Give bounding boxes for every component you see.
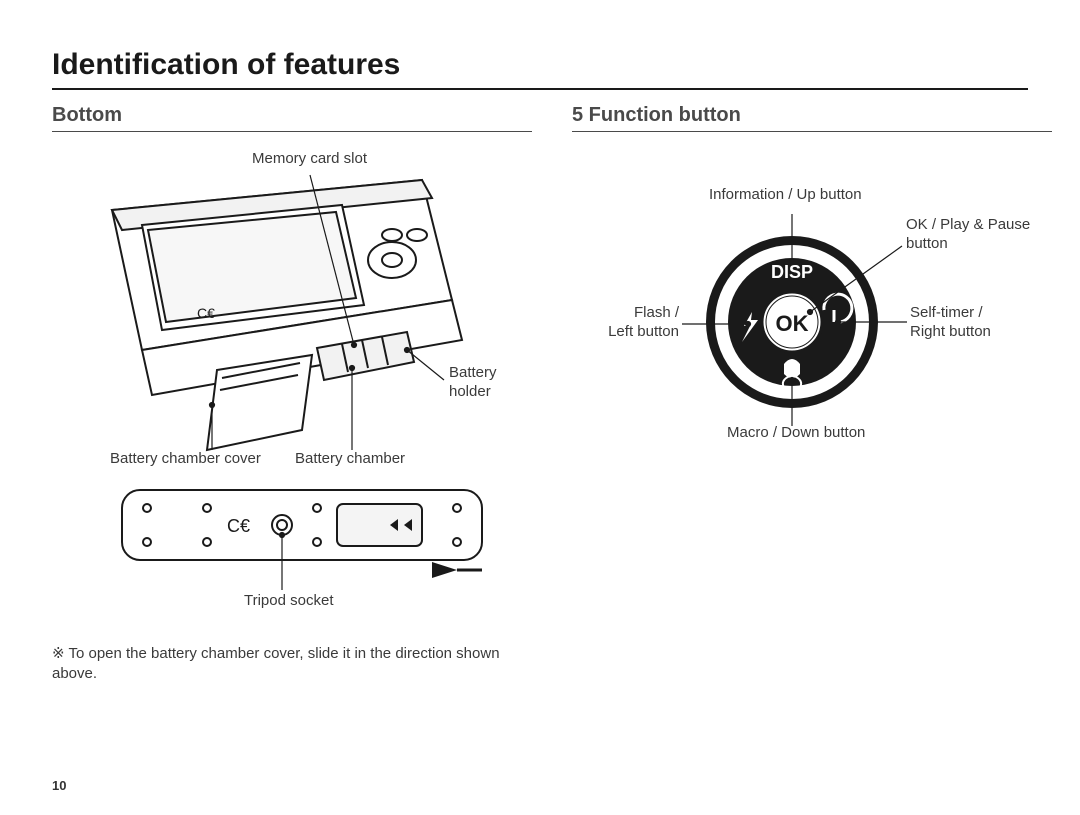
columns: Bottom [52,104,1028,683]
label-battery-holder: Battery holder [449,364,497,402]
left-heading: Bottom [52,104,532,132]
function-dial-figure: OK DISP [572,162,1052,462]
right-heading: 5 Function button [572,104,1052,132]
svg-text:C€: C€ [227,516,250,536]
label-flash-left: Flash / Left button [607,304,679,342]
camera-angled-figure: C€ [52,150,532,470]
label-battery-chamber-cover: Battery chamber cover [110,450,261,469]
right-column: 5 Function button OK DISP [572,104,1052,683]
left-column: Bottom [52,104,532,683]
label-tripod-socket: Tripod socket [244,592,333,611]
label-battery-chamber: Battery chamber [295,450,405,469]
label-memory-card-slot: Memory card slot [252,150,367,169]
svg-text:C€: C€ [197,305,215,321]
page-number: 10 [52,778,66,793]
label-ok-play-pause: OK / Play & Pause button [906,216,1030,254]
page-title: Identification of features [52,48,1028,90]
label-macro-down: Macro / Down button [727,424,865,443]
label-info-up: Information / Up button [709,186,862,205]
camera-angled-svg: C€ [52,150,532,470]
battery-cover-note: ※ To open the battery chamber cover, sli… [52,644,532,683]
camera-bottom-figure: C€ [52,470,532,630]
label-self-timer-right: Self-timer / Right button [910,304,991,342]
dial-ok-text: OK [776,311,809,336]
